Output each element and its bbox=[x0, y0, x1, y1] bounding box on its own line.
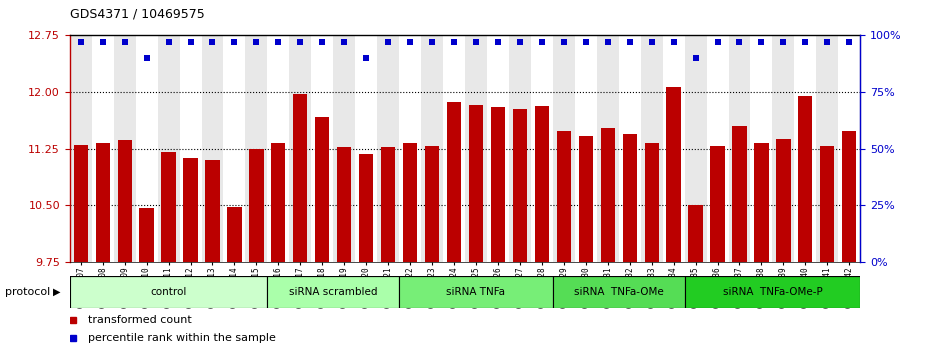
Text: siRNA scrambled: siRNA scrambled bbox=[289, 287, 378, 297]
Bar bbox=[552, 276, 684, 308]
Bar bbox=[641, 35, 662, 262]
Bar bbox=[403, 143, 418, 262]
Bar bbox=[333, 35, 355, 262]
Bar bbox=[381, 147, 395, 262]
Bar bbox=[777, 139, 790, 262]
Text: control: control bbox=[151, 287, 187, 297]
Bar bbox=[820, 147, 834, 262]
Bar bbox=[443, 35, 465, 262]
Bar bbox=[662, 35, 684, 262]
Bar bbox=[73, 145, 87, 262]
Bar bbox=[359, 154, 373, 262]
Bar bbox=[70, 35, 92, 262]
Bar bbox=[399, 35, 421, 262]
Bar bbox=[96, 143, 110, 262]
Bar bbox=[794, 35, 817, 262]
Bar bbox=[447, 102, 461, 262]
Bar bbox=[512, 109, 527, 262]
Bar bbox=[315, 117, 329, 262]
Bar bbox=[754, 143, 768, 262]
Bar bbox=[552, 35, 575, 262]
Bar bbox=[711, 147, 724, 262]
Bar bbox=[227, 207, 242, 262]
Bar bbox=[136, 35, 157, 262]
Bar bbox=[272, 143, 286, 262]
Text: siRNA TNFa: siRNA TNFa bbox=[446, 287, 506, 297]
Bar bbox=[293, 94, 308, 262]
Bar bbox=[223, 35, 246, 262]
Bar bbox=[312, 35, 333, 262]
Bar bbox=[355, 35, 378, 262]
Bar bbox=[162, 153, 176, 262]
Bar bbox=[838, 35, 860, 262]
Bar bbox=[157, 35, 179, 262]
Bar bbox=[113, 35, 136, 262]
Bar bbox=[337, 147, 352, 262]
Bar bbox=[465, 35, 487, 262]
Bar bbox=[667, 87, 681, 262]
Bar bbox=[267, 276, 399, 308]
Bar bbox=[183, 158, 198, 262]
Bar bbox=[487, 35, 509, 262]
Bar bbox=[535, 105, 549, 262]
Bar bbox=[92, 35, 113, 262]
Bar bbox=[684, 35, 707, 262]
Bar bbox=[267, 35, 289, 262]
Bar bbox=[773, 35, 794, 262]
Bar bbox=[597, 35, 618, 262]
Bar bbox=[531, 35, 552, 262]
Bar bbox=[202, 35, 223, 262]
Bar bbox=[491, 107, 505, 262]
Text: transformed count: transformed count bbox=[88, 315, 193, 325]
Bar bbox=[140, 207, 153, 262]
Bar bbox=[179, 35, 202, 262]
Bar bbox=[425, 147, 439, 262]
Bar bbox=[732, 126, 747, 262]
Bar bbox=[421, 35, 443, 262]
Bar bbox=[557, 131, 571, 262]
Bar bbox=[578, 136, 593, 262]
Bar bbox=[601, 128, 615, 262]
Bar bbox=[249, 149, 263, 262]
Bar bbox=[70, 276, 267, 308]
Bar bbox=[817, 35, 838, 262]
Text: siRNA  TNFa-OMe: siRNA TNFa-OMe bbox=[574, 287, 664, 297]
Text: siRNA  TNFa-OMe-P: siRNA TNFa-OMe-P bbox=[723, 287, 822, 297]
Bar bbox=[399, 276, 552, 308]
Bar bbox=[688, 205, 703, 262]
Text: percentile rank within the sample: percentile rank within the sample bbox=[88, 333, 276, 343]
Bar bbox=[751, 35, 773, 262]
Bar bbox=[575, 35, 597, 262]
Bar bbox=[684, 276, 860, 308]
Bar bbox=[117, 139, 132, 262]
Bar bbox=[289, 35, 312, 262]
Bar bbox=[798, 96, 813, 262]
Text: GDS4371 / 10469575: GDS4371 / 10469575 bbox=[70, 7, 205, 20]
Bar bbox=[246, 35, 267, 262]
Bar bbox=[843, 131, 857, 262]
Text: ▶: ▶ bbox=[53, 287, 60, 297]
Bar bbox=[509, 35, 531, 262]
Bar bbox=[618, 35, 641, 262]
Bar bbox=[378, 35, 399, 262]
Text: protocol: protocol bbox=[5, 287, 50, 297]
Bar bbox=[469, 105, 483, 262]
Bar bbox=[644, 143, 658, 262]
Bar bbox=[206, 160, 219, 262]
Bar bbox=[622, 133, 637, 262]
Bar bbox=[728, 35, 751, 262]
Bar bbox=[707, 35, 728, 262]
